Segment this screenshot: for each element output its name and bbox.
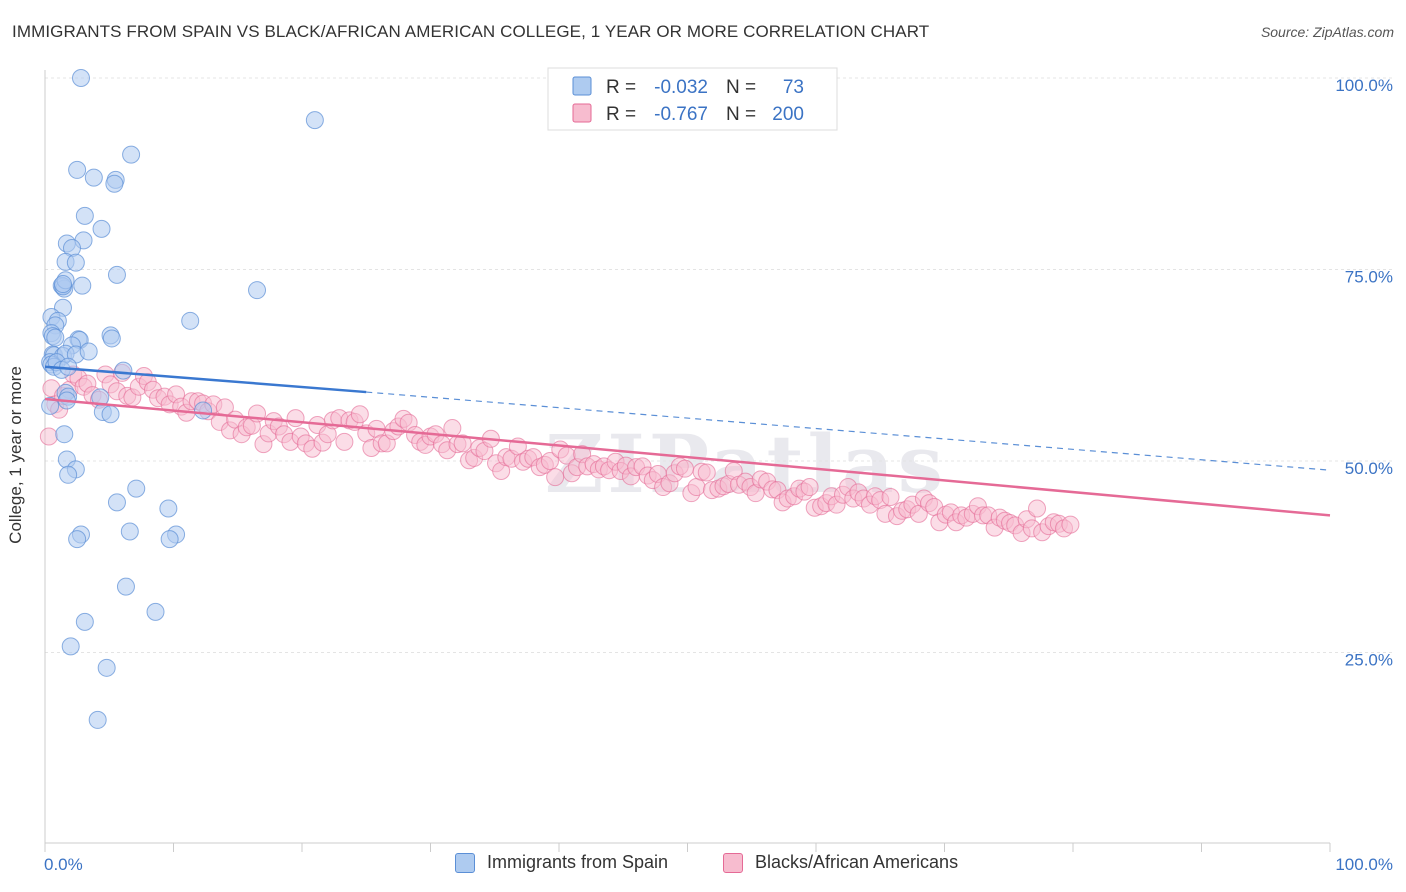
n-label: N = [726,104,756,125]
blue-point [68,160,87,179]
blue-point [71,69,90,87]
r-label: R = [606,104,636,125]
pink-point [697,463,716,482]
blue-point [305,111,324,130]
pink-point [675,459,694,478]
pink-point [286,409,305,428]
y-tick-label: 100.0% [1335,76,1393,95]
pink-point [350,405,369,424]
legend-swatch-blue [455,852,475,873]
blue-point [55,425,74,444]
blue-point [75,612,94,631]
pink-point [453,434,472,453]
source-label: Source: ZipAtlas.com [1260,24,1394,40]
blue-point [107,493,126,512]
pink-point [546,468,565,487]
blue-point [181,311,200,330]
r-value: -0.767 [654,104,708,125]
blue-point [73,276,92,295]
blue-point [127,479,146,498]
legend-label-black: Blacks/African Americans [755,852,959,872]
pink-point [1061,515,1080,534]
r-value: -0.032 [654,77,708,98]
stats-legend-swatch [572,76,592,96]
pink-point [39,427,58,446]
blue-point [92,219,111,238]
n-value: 73 [783,77,804,98]
pink-point [541,452,560,470]
blue-point [59,465,78,484]
blue-point [53,275,72,294]
pink-point [443,419,462,438]
stats-legend-swatch [572,103,592,123]
blue-point [79,342,98,361]
legend-label-spain: Immigrants from Spain [487,852,669,872]
blue-point [66,253,85,272]
chart-title: IMMIGRANTS FROM SPAIN VS BLACK/AFRICAN A… [12,22,930,41]
blue-point [97,658,116,677]
blue-point [146,602,165,621]
blue-point [75,206,94,225]
blue-point [102,329,121,348]
n-label: N = [726,77,756,98]
blue-point [41,396,60,415]
pink-trend-line [44,397,1331,517]
stats-legend-box [547,67,838,131]
blue-point [120,522,139,541]
blue-trend-line [44,365,367,394]
blue-point [114,361,133,380]
pink-point [881,488,900,507]
blue-point [107,265,126,284]
r-label: R = [606,77,636,98]
bottom-legend: Immigrants from Spain Blacks/African Ame… [0,850,1406,880]
blue-point [122,145,141,164]
x-tick-label: 100.0% [1335,855,1393,874]
blue-point [160,530,179,549]
y-axis-label: College, 1 year or more [6,366,25,544]
blue-trend-extension [366,391,1331,471]
n-value: 200 [772,104,804,125]
blue-point [84,168,103,187]
y-tick-label: 50.0% [1345,459,1393,478]
blue-point [88,710,107,729]
blue-point [116,577,135,596]
legend-swatch-pink [723,852,743,873]
blue-point [101,405,120,424]
x-tick-label: 0.0% [44,855,83,874]
legend-item-spain[interactable]: Immigrants from Spain [455,852,668,873]
pink-point [687,478,706,497]
pink-point [1028,499,1047,518]
blue-point [61,637,80,656]
y-tick-label: 75.0% [1345,268,1393,287]
blue-point [46,328,65,347]
y-tick-label: 25.0% [1345,651,1393,670]
blue-point [248,281,267,300]
blue-point [194,401,213,420]
blue-point [159,499,178,518]
blue-point [68,530,87,549]
legend-item-black[interactable]: Blacks/African Americans [723,852,958,873]
blue-point [105,174,124,193]
pink-point [335,432,354,451]
pink-point [800,478,819,497]
blue-point [59,357,78,376]
